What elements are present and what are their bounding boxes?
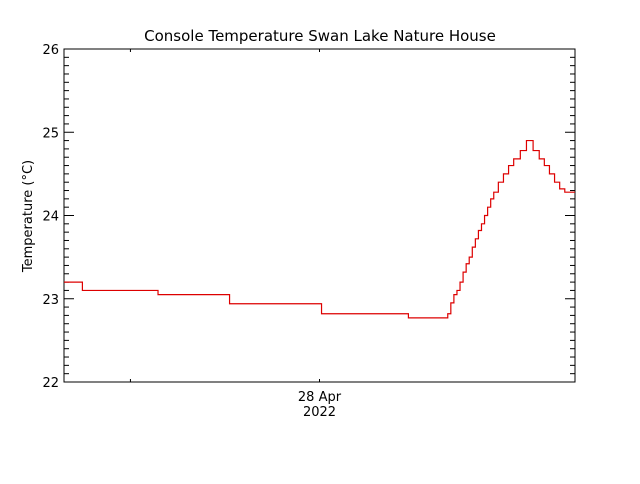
y-tick-label: 25 [42, 126, 59, 141]
y-tick-label: 22 [42, 376, 59, 391]
y-tick-labels: 22 23 24 25 26 [42, 43, 59, 391]
chart-title: Console Temperature Swan Lake Nature Hou… [144, 27, 496, 45]
x-tick-sublabel: 2022 [303, 405, 336, 420]
temperature-series-line [64, 141, 575, 318]
axes [64, 49, 575, 382]
series-group [64, 141, 575, 318]
x-tick-label: 28 Apr [298, 390, 342, 405]
y-axis-label: Temperature (°C) [21, 160, 36, 273]
y-tick-label: 24 [42, 210, 59, 225]
y-tick-label: 23 [42, 293, 59, 308]
plot-frame [64, 49, 575, 382]
tick-marks [64, 49, 575, 382]
y-tick-label: 26 [42, 43, 59, 58]
